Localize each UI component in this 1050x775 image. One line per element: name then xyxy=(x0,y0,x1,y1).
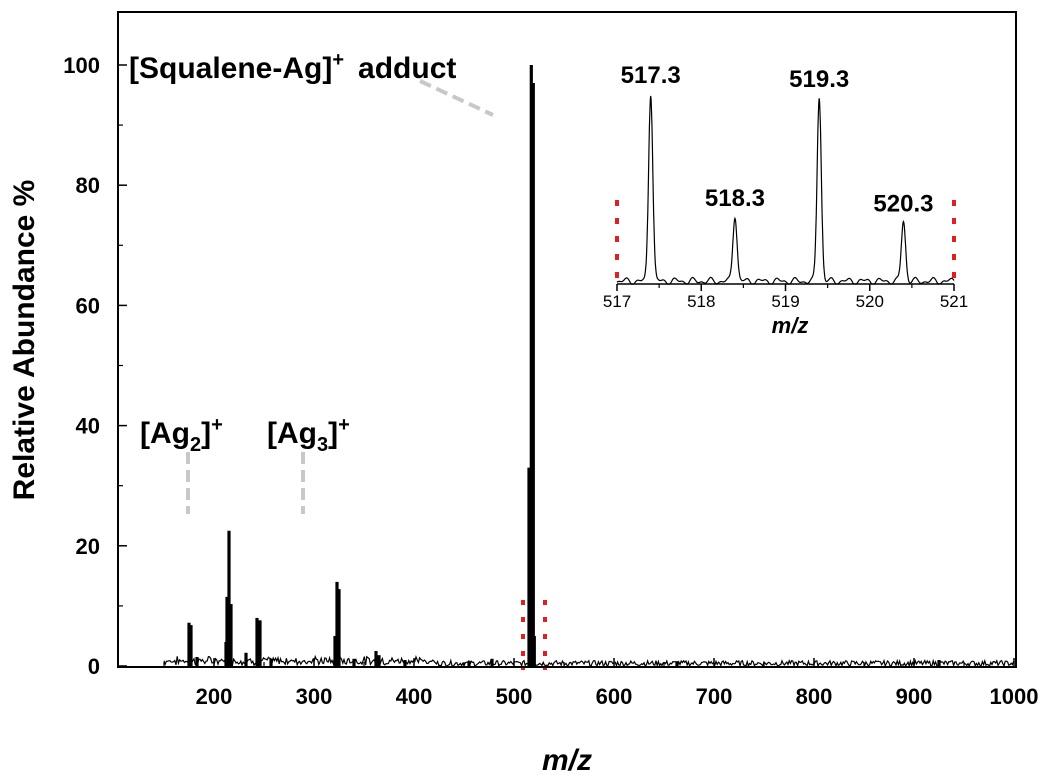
inset-x-tick-label: 521 xyxy=(940,292,968,311)
inset-trace xyxy=(616,95,955,285)
x-tick-label: 700 xyxy=(696,684,733,709)
ag3-label-sup: + xyxy=(338,414,350,436)
main-axis-ticks: 200 300 400 500 600 700 800 900 1000 0 20 40 60 80 100 xyxy=(63,53,1038,709)
squalene-label-base: [Squalene-Ag] xyxy=(129,52,332,85)
ag3-label-sub: 3 xyxy=(317,434,328,456)
y-tick-label: 60 xyxy=(76,293,100,318)
y-tick-label: 20 xyxy=(76,534,100,559)
ag2-label-sup: + xyxy=(211,414,223,436)
inset-peak-label: 518.3 xyxy=(705,185,765,212)
x-tick-label: 600 xyxy=(596,684,633,709)
x-axis-title: m/z xyxy=(542,744,592,775)
baseline-noise xyxy=(163,654,1015,669)
y-tick-label: 40 xyxy=(76,414,100,439)
inset-peak-label: 519.3 xyxy=(789,66,849,93)
squalene-label-suffix: adduct xyxy=(358,52,456,85)
main-spectrum-trace xyxy=(163,65,1015,669)
inset-x-axis-title: m/z xyxy=(772,313,809,338)
svg-text:[Ag2]+: [Ag2]+ xyxy=(140,414,223,456)
ag2-label-base: [Ag xyxy=(140,417,190,450)
inset-x-tick-label: 517 xyxy=(603,292,631,311)
y-tick-label: 0 xyxy=(88,654,100,679)
x-tick-label: 1000 xyxy=(990,684,1039,709)
inset-peak-labels: 517.3 518.3 519.3 520.3 xyxy=(621,62,934,218)
y-tick-label: 100 xyxy=(63,53,100,78)
inset-x-tick-label: 519 xyxy=(771,292,799,311)
zoom-window-markers xyxy=(521,600,547,670)
inset-peak-label: 517.3 xyxy=(621,62,681,89)
squalene-leader-line xyxy=(419,79,494,117)
annotation-ag2: [Ag2]+ xyxy=(140,414,223,514)
y-axis-title: Relative Abundance % xyxy=(8,180,41,501)
y-tick-label: 80 xyxy=(76,173,100,198)
x-tick-label: 200 xyxy=(196,684,233,709)
x-tick-label: 400 xyxy=(396,684,433,709)
ag2-label-sub: 2 xyxy=(190,434,201,456)
ag3-label-close: ] xyxy=(328,417,338,450)
plot-frame xyxy=(117,11,1017,668)
inset-zoom-spectrum: 517 518 519 520 521 517.3 518.3 519.3 520.3 m/z xyxy=(603,62,968,338)
annotation-squalene: [Squalene-Ag]+ adduct xyxy=(129,49,494,117)
squalene-label-sup: + xyxy=(332,49,344,71)
inset-spectrum-trace xyxy=(616,95,955,285)
annotation-ag3: [Ag3]+ xyxy=(267,414,350,514)
inset-x-tick-label: 518 xyxy=(687,292,715,311)
svg-text:[Ag3]+: [Ag3]+ xyxy=(267,414,350,456)
inset-x-tick-label: 520 xyxy=(856,292,884,311)
x-tick-label: 800 xyxy=(796,684,833,709)
ag2-label-close: ] xyxy=(201,417,211,450)
ag3-label-base: [Ag xyxy=(267,417,317,450)
x-tick-label: 300 xyxy=(296,684,333,709)
inset-peak-label: 520.3 xyxy=(873,191,933,218)
x-tick-label: 500 xyxy=(496,684,533,709)
x-tick-label: 900 xyxy=(896,684,933,709)
svg-text:[Squalene-Ag]+adduct: [Squalene-Ag]+ adduct xyxy=(129,49,456,85)
inset-axis-ticks: 517 518 519 520 521 xyxy=(603,284,968,311)
inset-boundary-markers xyxy=(615,200,956,284)
